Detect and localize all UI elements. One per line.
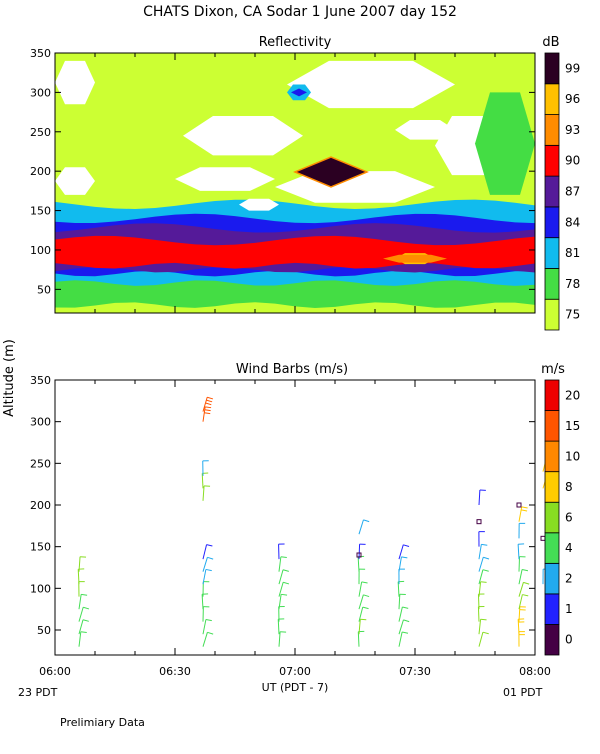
colorbar-label: 93	[565, 123, 580, 137]
wind-axes: 50 100 150 200 250 300 350 06:00 06:30 07:00 07:30…	[30, 374, 551, 678]
y-tick-label: 50	[37, 283, 51, 296]
wind-barb	[519, 507, 528, 522]
wind-barb	[519, 569, 528, 584]
x-axis-label: UT (PDT - 7)	[262, 681, 329, 694]
y-tick-label: 100	[30, 244, 51, 257]
y-tick-label: 100	[30, 582, 51, 595]
colorbar-swatch	[545, 176, 559, 207]
reflectivity-plot	[55, 53, 535, 313]
colorbar-swatch	[545, 594, 559, 625]
colorbar-label: 4	[565, 541, 573, 555]
y-tick-label: 150	[30, 205, 51, 218]
wind-barb	[359, 520, 369, 534]
y-tick-label: 250	[30, 126, 51, 139]
colorbar-swatch	[545, 207, 559, 238]
wind-colorbar: 0 1 2 4 6 8 10 15 20	[545, 380, 580, 655]
wind-barb	[479, 544, 487, 559]
colorbar-label: 75	[565, 308, 580, 322]
y-tick-label: 200	[30, 499, 51, 512]
wind-barb	[203, 486, 210, 501]
y-tick-label: 200	[30, 165, 51, 178]
footer-note: Prelimiary Data	[60, 716, 145, 729]
colorbar-label: 10	[565, 449, 580, 463]
x-tick-label: 07:00	[279, 665, 311, 678]
colorbar-swatch	[545, 268, 559, 299]
wind-barbs-plot	[78, 397, 553, 646]
wind-barb	[477, 520, 481, 524]
colorbar-swatch	[545, 53, 559, 84]
reflectivity-colorbar: 75 78 81 84 87 90 93 96 99	[545, 53, 580, 330]
wind-barb	[541, 536, 545, 540]
colorbar-label: 2	[565, 572, 573, 586]
colorbar-swatch	[545, 624, 559, 655]
x-tick-label: 07:30	[399, 665, 431, 678]
y-tick-label: 250	[30, 457, 51, 470]
colorbar-label: 1	[565, 602, 573, 616]
plot-frame	[55, 380, 535, 655]
wind-unit: m/s	[541, 362, 565, 377]
colorbar-swatch	[545, 145, 559, 176]
wind-barb	[279, 557, 287, 572]
y-tick-label: 350	[30, 374, 51, 387]
colorbar-swatch	[545, 472, 559, 503]
colorbar-swatch	[545, 238, 559, 269]
figure-title: CHATS Dixon, CA Sodar 1 June 2007 day 15…	[143, 4, 457, 20]
colorbar-label: 20	[565, 388, 580, 402]
colorbar-swatch	[545, 533, 559, 564]
y-tick-label: 300	[30, 86, 51, 99]
colorbar-label: 81	[565, 246, 580, 260]
colorbar-label: 8	[565, 480, 573, 494]
colorbar-label: 87	[565, 185, 580, 199]
colorbar-label: 78	[565, 277, 580, 291]
colorbar-label: 99	[565, 61, 580, 75]
wind-barb	[517, 503, 521, 507]
wind-barb	[479, 619, 487, 634]
colorbar-label: 15	[565, 419, 580, 433]
wind-barb	[203, 632, 213, 646]
colorbar-swatch	[545, 441, 559, 472]
colorbar-label: 0	[565, 633, 573, 647]
x-tick-label: 06:00	[39, 665, 71, 678]
colorbar-swatch	[545, 115, 559, 146]
wind-barb	[479, 490, 486, 505]
colorbar-label: 90	[565, 154, 580, 168]
x-tick-label: 08:00	[519, 665, 551, 678]
y-tick-label: 50	[37, 624, 51, 637]
wind-barb	[399, 632, 408, 647]
wind-barb	[203, 619, 212, 634]
wind-barb	[519, 523, 525, 538]
colorbar-swatch	[545, 502, 559, 533]
reflectivity-unit: dB	[542, 35, 559, 50]
wind-barb	[479, 632, 489, 646]
x-tick-label: 06:30	[159, 665, 191, 678]
colorbar-swatch	[545, 563, 559, 594]
wind-barb	[79, 632, 87, 647]
wind-barb	[279, 632, 286, 647]
wind-barb	[79, 594, 87, 609]
colorbar-swatch	[545, 411, 559, 442]
end-local-label: 01 PDT	[503, 686, 543, 699]
colorbar-label: 6	[565, 511, 573, 525]
wind-barb	[359, 582, 368, 597]
colorbar-swatch	[545, 380, 559, 411]
colorbar-label: 96	[565, 92, 580, 106]
altitude-axis-label: Altitude (m)	[2, 339, 17, 417]
start-local-label: 23 PDT	[18, 686, 58, 699]
wind-barb	[519, 632, 525, 647]
colorbar-swatch	[545, 299, 559, 330]
colorbar-swatch	[545, 84, 559, 115]
y-tick-label: 350	[30, 47, 51, 60]
y-tick-label: 150	[30, 541, 51, 554]
colorbar-label: 84	[565, 215, 580, 229]
y-tick-label: 300	[30, 416, 51, 429]
wind-title: Wind Barbs (m/s)	[236, 362, 348, 377]
reflectivity-title: Reflectivity	[259, 35, 332, 50]
